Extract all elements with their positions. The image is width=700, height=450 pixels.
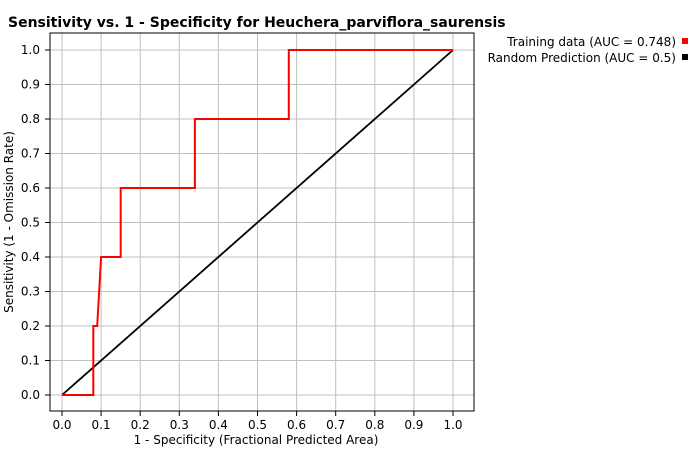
y-tick-label: 0.1: [21, 354, 40, 368]
y-tick-label: 0.4: [21, 250, 40, 264]
y-tick-label: 0.9: [21, 78, 40, 92]
x-tick-label: 0.8: [365, 418, 384, 432]
chart-title: Sensitivity vs. 1 - Specificity for Heuc…: [8, 15, 506, 31]
x-tick-label: 0.5: [248, 418, 267, 432]
x-axis-title: 1 - Specificity (Fractional Predicted Ar…: [134, 433, 379, 447]
y-tick-label: 0.5: [21, 216, 40, 230]
y-tick-label: 0.7: [21, 147, 40, 161]
legend: Training data (AUC = 0.748) Random Predic…: [488, 35, 688, 65]
x-tick-label: 0.9: [404, 418, 423, 432]
x-tick-label: 0.0: [52, 418, 71, 432]
y-tick-label: 0.0: [21, 388, 40, 402]
y-axis-title: Sensitivity (1 - Omission Rate): [2, 131, 16, 313]
y-tick-label: 0.2: [21, 319, 40, 333]
y-tick-label: 0.8: [21, 112, 40, 126]
x-tick-label: 0.1: [92, 418, 111, 432]
legend-label: Training data (AUC = 0.748): [506, 35, 676, 49]
x-tick-label: 1.0: [443, 418, 462, 432]
y-tick-label: 0.6: [21, 181, 40, 195]
y-tick-label: 1.0: [21, 43, 40, 57]
series-layer: [61, 49, 454, 396]
y-tick-label: 0.3: [21, 285, 40, 299]
legend-swatch: [682, 38, 688, 44]
legend-swatch: [682, 54, 688, 60]
grid: [50, 33, 474, 411]
x-tick-label: 0.7: [326, 418, 345, 432]
legend-label: Random Prediction (AUC = 0.5): [488, 51, 676, 65]
series-training-line: [62, 49, 453, 396]
x-tick-label: 0.6: [287, 418, 306, 432]
x-tick-label: 0.4: [209, 418, 228, 432]
x-tick-label: 0.3: [170, 418, 189, 432]
ticks: 0.0 0.1 0.2 0.3 0.4 0.5 0.6 0.7 0.8 0.9 1.0 0.0 0.1 0…: [21, 43, 463, 432]
series-random-line: [61, 49, 454, 396]
x-tick-label: 0.2: [131, 418, 150, 432]
